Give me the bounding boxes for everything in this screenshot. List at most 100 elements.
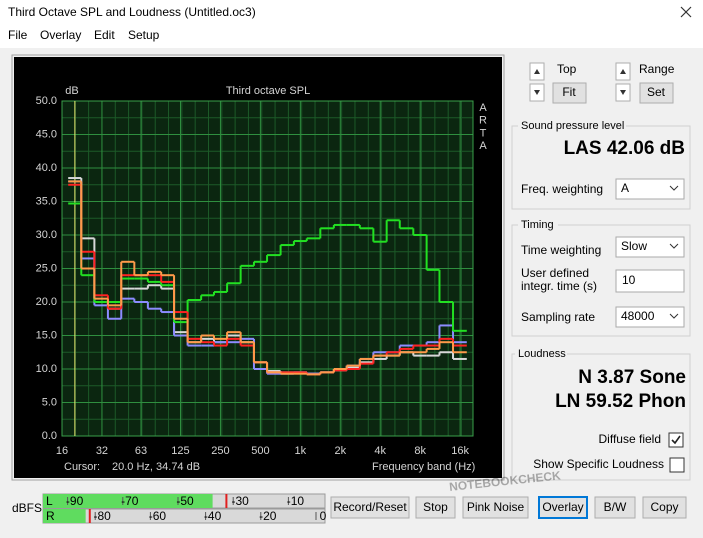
- checkbox-label: Show Specific Loudness: [533, 457, 664, 471]
- group-label-bg: [515, 347, 567, 361]
- button[interactable]: [538, 496, 588, 519]
- menu-item[interactable]: Overlay: [40, 28, 81, 42]
- loudness-ln: LN 59.52 Phon: [555, 391, 686, 412]
- plot-border: [61, 100, 474, 437]
- y-tick-label: 50.0: [36, 95, 57, 107]
- meter-peak: [225, 494, 228, 508]
- y-axis-label: dB: [65, 85, 78, 97]
- x-tick-label: 2k: [334, 445, 346, 457]
- y-tick-label: 25.0: [36, 262, 57, 274]
- meter-tick-label: 0: [320, 509, 327, 523]
- x-tick-label: 250: [211, 445, 229, 457]
- menu-item[interactable]: Setup: [128, 28, 160, 42]
- side-label: T: [480, 127, 487, 139]
- meter-tick-label: -50: [176, 494, 194, 508]
- field-label: User defined: [521, 266, 589, 280]
- meter-tick-label: -70: [121, 494, 139, 508]
- group-label: Loudness: [518, 348, 566, 360]
- button[interactable]: [330, 496, 410, 519]
- button[interactable]: [415, 496, 456, 519]
- cursor-readout: 20.0 Hz, 34.74 dB: [112, 461, 200, 473]
- group-box: [511, 224, 691, 337]
- button-label: Overlay: [542, 500, 583, 514]
- x-tick-label: 16k: [451, 445, 469, 457]
- y-tick-label: 0.0: [42, 430, 57, 442]
- button[interactable]: [462, 496, 529, 519]
- top-label: Top: [557, 62, 577, 76]
- button-bar: Record/Reset Stop Pink Noise Overlay B/W Copy: [330, 496, 687, 519]
- y-tick-label: 35.0: [36, 195, 57, 207]
- field-label: integr. time (s): [521, 279, 597, 293]
- y-tick-label: 30.0: [36, 229, 57, 241]
- x-tick-label: 1k: [295, 445, 307, 457]
- meter-channel: L: [46, 494, 53, 508]
- select-value: 48000: [621, 309, 655, 323]
- menu-item[interactable]: Edit: [94, 28, 115, 42]
- meter-level: [43, 494, 213, 508]
- select-arrow: [669, 185, 679, 191]
- group-label-bg: [518, 218, 558, 232]
- button-label: Copy: [650, 500, 678, 514]
- top-spinner[interactable]: [529, 62, 545, 102]
- x-tick-label: 4k: [374, 445, 386, 457]
- range-label: Range: [639, 62, 675, 76]
- title-bar: [0, 0, 703, 48]
- y-tick-label: 10.0: [36, 363, 57, 375]
- meter-tick-label: -30: [232, 494, 250, 508]
- x-tick-label: 63: [135, 445, 147, 457]
- meter-tick-label: -40: [204, 509, 222, 523]
- window-title: Third Octave SPL and Loudness (Untitled.…: [8, 5, 256, 19]
- side-label: A: [479, 102, 487, 114]
- y-tick-label: 20.0: [36, 296, 57, 308]
- select[interactable]: [615, 306, 685, 328]
- meter-label: dBFS: [12, 501, 42, 515]
- checkmark: [671, 435, 681, 445]
- meter-channel: R: [46, 509, 55, 523]
- chart-frame: [11, 54, 505, 481]
- x-tick-label: 8k: [414, 445, 426, 457]
- x-tick-label: 32: [96, 445, 108, 457]
- meter-tick-label: -60: [149, 509, 167, 523]
- meter-tick-label: -20: [259, 509, 277, 523]
- group-label-bg: [518, 119, 626, 133]
- input-value: 10: [622, 273, 636, 287]
- set-button[interactable]: [639, 82, 674, 104]
- spl-value: LAS 42.06 dB: [564, 138, 685, 159]
- close-button[interactable]: [680, 6, 692, 18]
- group-box: [511, 353, 691, 481]
- select[interactable]: [615, 178, 685, 200]
- meter-peak: [88, 509, 91, 523]
- fit-button-label: Fit: [562, 85, 576, 99]
- button[interactable]: [642, 496, 687, 519]
- button-label: Pink Noise: [467, 500, 525, 514]
- y-tick-label: 5.0: [42, 396, 57, 408]
- button[interactable]: [594, 496, 636, 519]
- meter-tick-label: -10: [287, 494, 305, 508]
- x-axis-label: Frequency band (Hz): [372, 461, 475, 473]
- field-label: Time weighting: [521, 243, 601, 257]
- select-arrow: [669, 313, 679, 319]
- level-meters: L -90 -70 -50 -30 -10 R -80 -60 -40 -20 0: [42, 493, 327, 524]
- meter-tick-label: -80: [94, 509, 112, 523]
- loudness-n: N 3.87 Sone: [578, 367, 686, 388]
- checkbox[interactable]: [669, 457, 685, 473]
- set-button-label: Set: [647, 85, 666, 99]
- menu-item[interactable]: File: [8, 28, 28, 42]
- field-label: Freq. weighting: [521, 182, 603, 196]
- meter-level: [43, 509, 86, 523]
- range-spinner[interactable]: [615, 62, 631, 102]
- group-label: Sound pressure level: [521, 120, 624, 132]
- text-input[interactable]: [615, 269, 685, 293]
- checkbox[interactable]: [668, 432, 684, 448]
- chart-title: Third octave SPL: [226, 85, 310, 97]
- chart: 0.0 5.0 10.0 15.0 20.0 25.0 30.0 35.0 40.0 45.0 50…: [36, 95, 488, 457]
- group-label: Timing: [521, 219, 554, 231]
- checkbox-label: Diffuse field: [599, 432, 661, 446]
- select[interactable]: [615, 236, 685, 258]
- fit-button[interactable]: [552, 82, 587, 104]
- side-label: R: [479, 115, 487, 127]
- y-tick-label: 15.0: [36, 329, 57, 341]
- x-tick-label: 500: [251, 445, 269, 457]
- x-tick-label: 125: [171, 445, 189, 457]
